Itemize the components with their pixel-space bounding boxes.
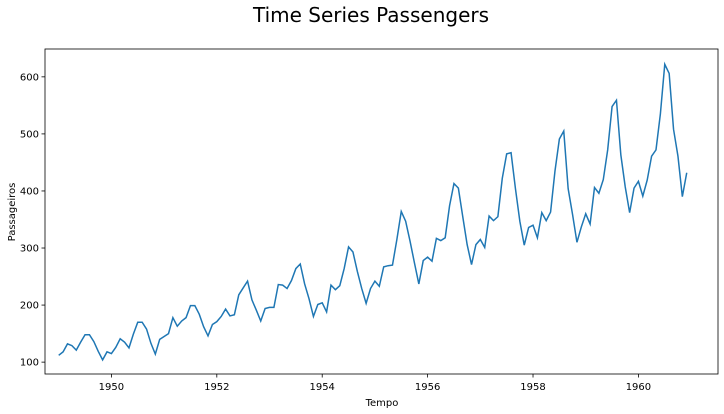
x-tick-label: 1956 [415, 382, 440, 393]
y-tick-label: 300 [20, 244, 39, 255]
x-tick-label: 1952 [204, 382, 229, 393]
x-tick-label: 1958 [520, 382, 545, 393]
chart-title: Time Series Passengers [252, 3, 489, 27]
plot-area-frame [44, 48, 719, 375]
y-tick-label: 100 [20, 358, 39, 369]
y-axis: 100 200 300 400 500 600 [20, 72, 45, 369]
y-axis-label: Passageiros [7, 183, 18, 242]
x-tick-label: 1954 [309, 382, 334, 393]
y-tick-label: 200 [20, 301, 39, 312]
x-axis: 1950 1952 1954 1956 1958 1960 [99, 374, 651, 393]
y-tick-label: 600 [20, 72, 39, 83]
x-tick-label: 1950 [99, 382, 124, 393]
passengers-series-line [58, 61, 688, 362]
x-tick-label: 1960 [626, 382, 651, 393]
x-axis-label: Tempo [365, 398, 399, 409]
y-tick-label: 500 [20, 129, 39, 140]
y-tick-label: 400 [20, 186, 39, 197]
